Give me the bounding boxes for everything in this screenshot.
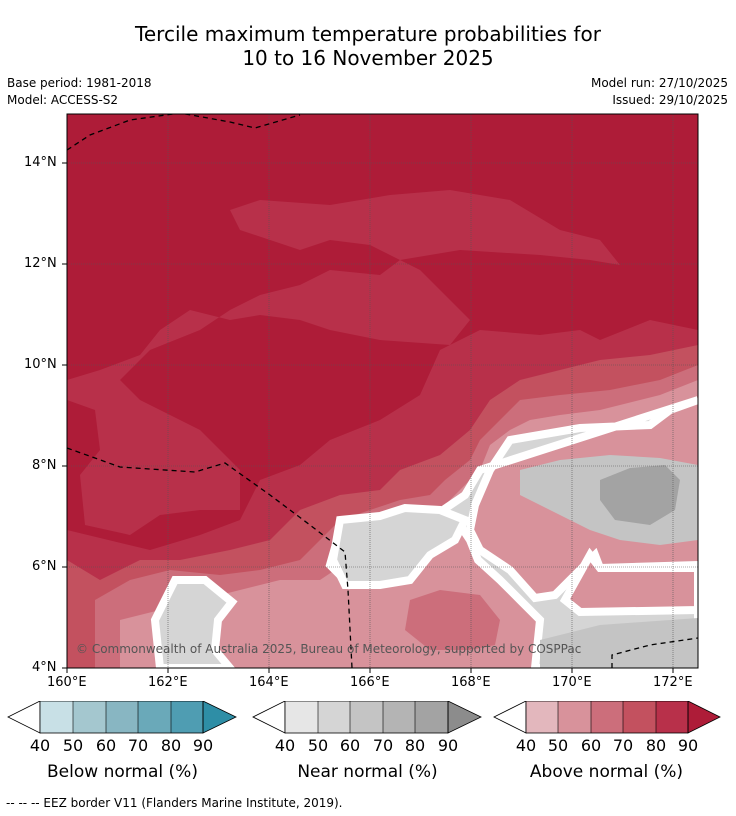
legend-below-normal <box>7 701 237 734</box>
map-title-line1: Tercile maximum temperature probabilitie… <box>135 22 601 46</box>
lat-label-6n: 6°N <box>32 559 57 574</box>
lat-label-12n: 12°N <box>24 256 57 271</box>
near-normal-lower-band <box>540 618 698 668</box>
near-normal-70-region <box>600 465 680 525</box>
graticule <box>67 114 698 668</box>
lon-label-162e: 162°E <box>148 675 188 690</box>
legend-below-tick: 50 <box>62 736 84 755</box>
axis-ticks <box>62 162 674 673</box>
near-normal-region-middle <box>328 503 471 589</box>
legend-below-tick: 40 <box>29 736 51 755</box>
legend-above-tick: 90 <box>677 736 699 755</box>
model-label: Model: ACCESS-S2 <box>7 93 119 107</box>
map-fill-layer <box>67 114 698 668</box>
near-normal-region-lower <box>150 576 238 668</box>
legend-near-tick: 90 <box>437 736 459 755</box>
base-period-label: Base period: 1981-2018 <box>7 76 152 90</box>
legend-below-tick: 80 <box>160 736 182 755</box>
lon-label-168e: 168°E <box>451 675 491 690</box>
legend-below-tick: 70 <box>127 736 149 755</box>
legend-above-tick: 80 <box>645 736 667 755</box>
lat-label-4n: 4°N <box>32 660 57 675</box>
lon-label-164e: 164°E <box>249 675 289 690</box>
eez-borders <box>67 114 698 668</box>
legend-above-tick: 50 <box>547 736 569 755</box>
lon-label-170e: 170°E <box>552 675 592 690</box>
lat-label-10n: 10°N <box>24 357 57 372</box>
legend-near-tick: 40 <box>274 736 296 755</box>
legend-below-title: Below normal (%) <box>47 762 198 782</box>
eez-footnote: -- -- -- EEZ border V11 (Flanders Marine… <box>6 796 343 810</box>
issued-label: Issued: 29/10/2025 <box>612 93 728 107</box>
copyright-notice: © Commonwealth of Australia 2025, Bureau… <box>76 642 582 656</box>
map-title-line2: 10 to 16 November 2025 <box>242 46 494 70</box>
legend-above-tick: 70 <box>612 736 634 755</box>
legend-above-tick: 60 <box>580 736 602 755</box>
legend-above-tick: 40 <box>515 736 537 755</box>
legend-near-tick: 80 <box>404 736 426 755</box>
above-60-patch <box>405 590 500 650</box>
legend-near-tick: 50 <box>307 736 329 755</box>
legend-near-tick: 60 <box>339 736 361 755</box>
map-frame <box>66 113 699 669</box>
legend-above-normal <box>493 701 721 734</box>
model-run-label: Model run: 27/10/2025 <box>590 76 728 90</box>
legend-near-tick: 70 <box>372 736 394 755</box>
above-right-patch <box>559 547 698 617</box>
lon-label-166e: 166°E <box>350 675 390 690</box>
lat-label-8n: 8°N <box>32 458 57 473</box>
legend-below-tick: 60 <box>95 736 117 755</box>
legend-near-normal <box>252 701 482 734</box>
lon-label-172e: 172°E <box>653 675 693 690</box>
lat-label-14n: 14°N <box>24 155 57 170</box>
legend-near-title: Near normal (%) <box>297 762 438 782</box>
lon-label-160e: 160°E <box>47 675 87 690</box>
legend-below-tick: 90 <box>192 736 214 755</box>
legend-above-title: Above normal (%) <box>529 762 684 782</box>
legend-colorbars <box>7 701 721 734</box>
